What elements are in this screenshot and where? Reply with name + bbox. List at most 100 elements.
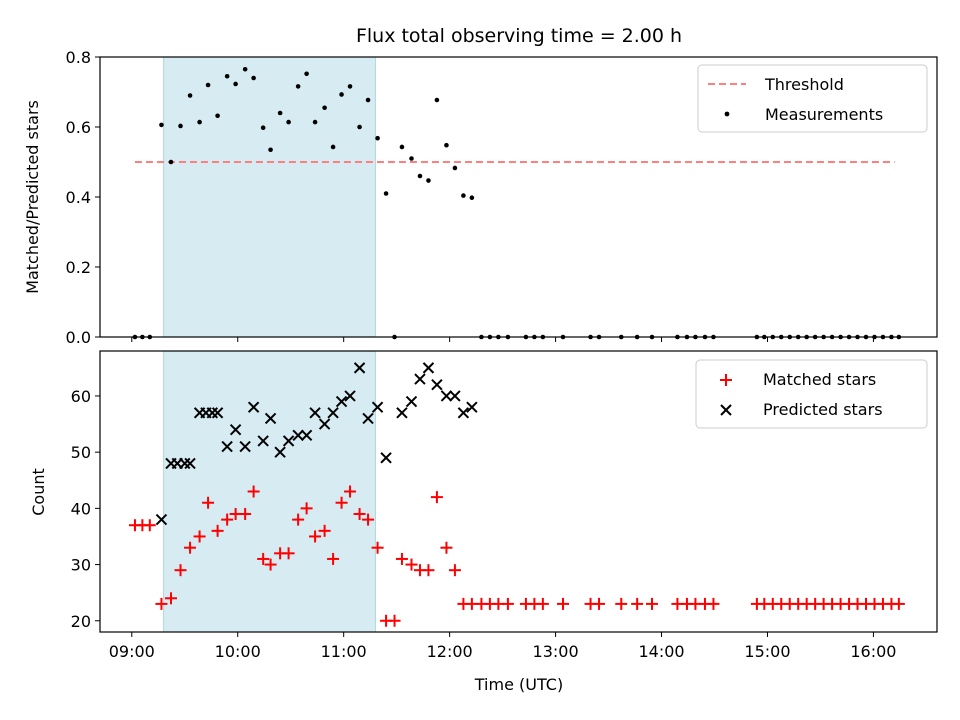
measurement-point [242, 66, 248, 72]
measurement-point [205, 82, 211, 88]
bottom-ytick-label: 60 [71, 387, 91, 406]
top-ytick-label: 0.0 [66, 328, 91, 347]
matched-star-point [202, 496, 215, 509]
legend-measurements-label: Measurements [765, 105, 883, 124]
legend-measurements-swatch [724, 111, 730, 117]
measurement-point [178, 123, 183, 129]
top-ytick-label: 0.4 [66, 188, 91, 207]
matched-star-point [388, 614, 401, 627]
matched-star-point [631, 597, 644, 610]
measurement-point [444, 142, 449, 148]
measurement-point [159, 122, 164, 128]
matched-star-point [164, 592, 177, 605]
matched-star-point [593, 597, 606, 610]
measurement-point [434, 97, 440, 103]
legend-predicted-label: Predicted stars [763, 400, 883, 419]
matched-star-point [282, 547, 295, 560]
predicted-star-point [335, 395, 348, 408]
xtick-label: 12:00 [427, 642, 473, 661]
top-ytick-label: 0.2 [66, 258, 91, 277]
top-panel: 0.00.20.40.60.8 Matched/Predicted stars … [23, 48, 938, 347]
predicted-star-point [318, 418, 331, 430]
predicted-star-point [264, 412, 277, 425]
bottom-ytick-label: 30 [71, 556, 91, 575]
measurement-point [233, 81, 238, 87]
bottom-y-axis-label: Count [29, 468, 48, 516]
matched-star-point [155, 597, 168, 610]
matched-star-point [264, 558, 277, 571]
predicted-star-point [396, 407, 408, 419]
matched-star-point [247, 485, 260, 498]
legend-threshold-label: Threshold [764, 75, 844, 94]
xtick-label: 09:00 [109, 642, 155, 661]
top-legend-box [697, 64, 928, 133]
legend-matched-label: Matched stars [763, 370, 876, 389]
x-axis-label: Time (UTC) [474, 675, 563, 694]
measurement-point [260, 125, 266, 130]
xtick-label: 10:00 [215, 642, 261, 661]
measurement-point [197, 119, 202, 125]
chart-title: Flux total observing time = 2.00 h [356, 25, 682, 47]
legend-matched-swatch [720, 374, 732, 386]
predicted-star-point [466, 401, 478, 413]
predicted-star-point [457, 407, 470, 419]
predicted-star-point [257, 435, 269, 447]
measurement-point [339, 92, 344, 97]
measurement-point [312, 119, 318, 125]
predicted-star-point [184, 457, 196, 470]
predicted-star-point [327, 407, 339, 419]
top-observing-window [163, 56, 376, 338]
matched-star-point [211, 524, 224, 537]
measurement-point [322, 105, 327, 111]
matched-star-point [184, 541, 197, 554]
predicted-star-point [353, 362, 366, 374]
bottom-observing-window [163, 350, 376, 633]
measurement-point [286, 119, 291, 125]
predicted-star-point [155, 513, 168, 526]
measurement-point [417, 173, 423, 179]
matched-star-point [174, 564, 187, 577]
measurement-point [277, 110, 283, 116]
predicted-star-point [309, 407, 321, 419]
predicted-star-point [380, 452, 392, 464]
predicted-star-point [405, 395, 418, 408]
measurement-point [347, 84, 353, 89]
measurement-point [409, 156, 414, 161]
predicted-star-point [422, 362, 435, 374]
bottom-ytick-label: 20 [71, 612, 91, 631]
top-ytick-label: 0.6 [66, 118, 91, 137]
xtick-label: 15:00 [744, 642, 790, 661]
predicted-star-point [282, 435, 295, 447]
matched-star-point [501, 597, 514, 610]
predicted-star-point [362, 412, 374, 425]
bottom-axes-frame [99, 350, 938, 633]
measurement-point [426, 178, 431, 183]
legend-predicted-swatch [720, 404, 732, 416]
matched-star-point [143, 519, 156, 532]
matched-star-point [707, 597, 720, 610]
bottom-panel: 20 30 40 50 60 09:00 10:00 11:00 12:00 13:00 14:0… [29, 350, 938, 694]
matched-star-point [422, 564, 435, 577]
matched-star-point [448, 564, 461, 577]
bottom-ytick-label: 40 [71, 499, 91, 518]
measurement-point [365, 97, 371, 103]
xtick-label: 11:00 [321, 642, 367, 661]
measurement-point [215, 113, 220, 119]
measurement-point [461, 193, 466, 198]
top-ytick-label: 0.8 [66, 48, 91, 67]
matched-star-point [362, 513, 375, 526]
measurement-point [357, 124, 362, 130]
matched-star-point [221, 513, 234, 526]
predicted-star-point [414, 373, 426, 385]
predicted-star-point [431, 379, 443, 391]
matched-star-point [353, 507, 366, 520]
predicted-star-point [229, 423, 242, 436]
matched-star-point [292, 513, 305, 526]
matched-star-point [318, 524, 331, 537]
xtick-label: 14:00 [638, 642, 684, 661]
matched-star-point [300, 502, 313, 515]
matched-star-point [395, 552, 408, 565]
measurement-point [399, 144, 405, 150]
matched-star-point [371, 541, 384, 554]
predicted-star-point [292, 429, 304, 442]
